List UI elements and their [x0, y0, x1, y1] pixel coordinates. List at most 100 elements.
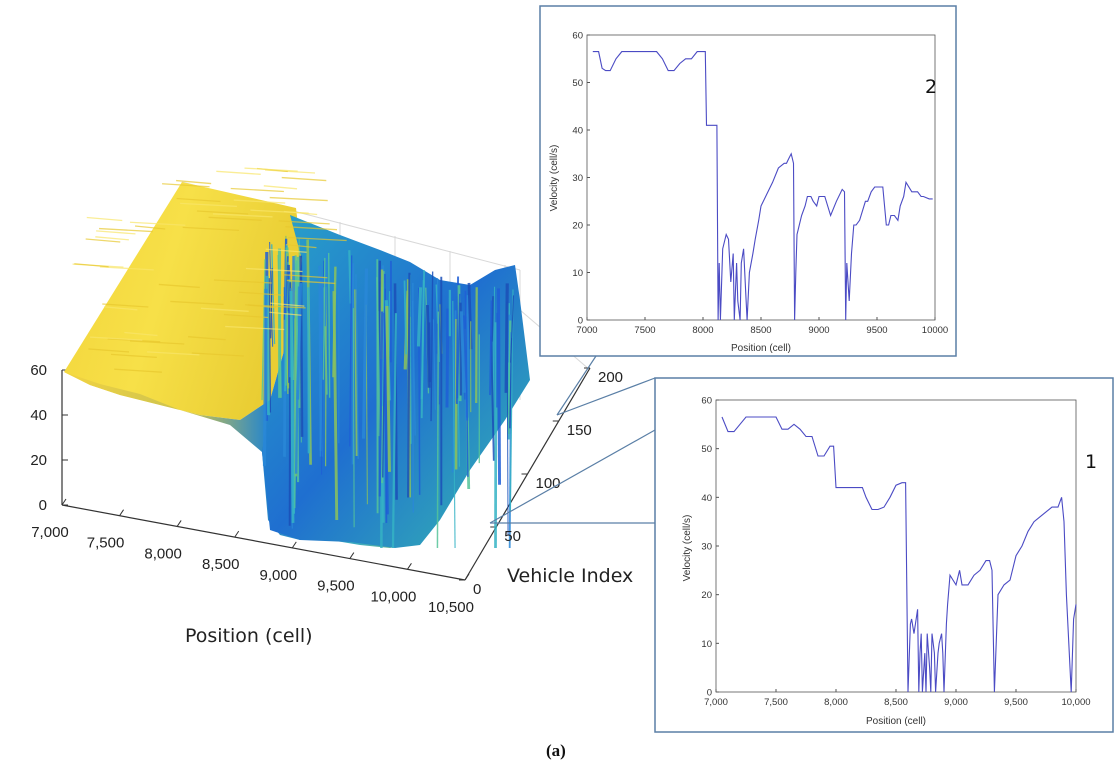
surface-streak [384, 273, 388, 523]
surface-streak [456, 293, 461, 399]
y-tick-label: 100 [536, 475, 561, 492]
x-tick [407, 563, 412, 570]
y-tick-label: 50 [572, 78, 583, 89]
x-tick-label: 7,000 [704, 697, 728, 708]
y-tick-label: 30 [572, 173, 583, 184]
y-tick-label: 50 [701, 444, 712, 455]
surface-streak [281, 176, 327, 182]
surface-streak [497, 288, 502, 485]
z-tick-label: 40 [30, 407, 47, 424]
surface-streak [490, 336, 495, 461]
surface-streak [85, 238, 121, 243]
surface-streak [104, 306, 138, 311]
x-tick [119, 509, 124, 516]
surface-streak [216, 170, 261, 175]
x-tick [234, 530, 240, 538]
y-axis-title: Vehicle Index [507, 565, 633, 587]
x-tick-label: 7,500 [764, 697, 788, 708]
y-tick-label: 20 [701, 590, 712, 601]
y-tick-label: 50 [504, 528, 521, 545]
inset-1-velocity-line [721, 416, 1077, 693]
x-tick-label: 8,500 [202, 556, 240, 573]
surface-streak [176, 197, 221, 203]
surface-streak [213, 279, 272, 284]
surface-streak [208, 216, 262, 221]
x-axis-title: Position (cell) [185, 625, 313, 647]
surface-streak [354, 289, 359, 457]
surface-streak [420, 280, 425, 419]
y-tick-label: 60 [572, 31, 583, 42]
surface-streak [385, 305, 391, 472]
surface-streak [96, 230, 136, 235]
surface-streak [407, 272, 411, 498]
surface-streak [200, 307, 249, 312]
x-tick-label: 7,500 [87, 535, 125, 552]
surface-streak [282, 274, 328, 279]
surface-streak [238, 291, 284, 296]
surface-streak [263, 185, 298, 190]
surface-streaks [72, 167, 515, 549]
surface-streak [378, 311, 384, 497]
z-tick-label: 0 [39, 497, 47, 514]
surface-streak [124, 331, 158, 337]
surface-streak [245, 304, 277, 309]
x-tick-label: 10,000 [370, 588, 416, 605]
x-tick-marks [61, 498, 470, 581]
surface-streak [355, 274, 359, 459]
surface-streak [245, 267, 303, 273]
surface-streak [265, 248, 307, 253]
inset-1-ylabel: Velocity (cell/s) [682, 515, 693, 582]
y-tick-label: 150 [567, 422, 592, 439]
surface-streak [88, 348, 130, 353]
y-tick-label: 0 [473, 581, 481, 598]
inset-2: 7000 7500 8000 8500 9000 9500 10000 0 10 20 30 40 50… [539, 5, 957, 357]
surface-streak [327, 252, 331, 398]
surface-streak [430, 271, 434, 422]
inset-2-tag: 2 [925, 76, 937, 98]
x-tick-label: 9000 [808, 325, 829, 336]
surface-streak [291, 255, 296, 319]
surface-streak [445, 308, 450, 408]
surface-streak [269, 302, 305, 307]
surface-streak [86, 216, 123, 222]
inset-2-xlabel: Position (cell) [731, 343, 791, 354]
surface-streak [361, 268, 369, 439]
surface-streak [233, 199, 286, 204]
y-tick-label: 40 [701, 493, 712, 504]
x-tick-label: 10,500 [428, 599, 474, 616]
surface-streak [436, 311, 440, 549]
surface-streak [225, 325, 285, 331]
surface-streak [162, 183, 210, 188]
surface-streak [99, 266, 154, 271]
surface-streak [188, 336, 226, 341]
surface-streak [504, 283, 509, 393]
surface-streak [269, 311, 302, 316]
surface-streak [134, 225, 166, 230]
y-tick-label: 0 [707, 688, 712, 699]
y-tick-label: 10 [701, 639, 712, 650]
surface-streak [176, 179, 212, 185]
surface-streak [296, 282, 303, 400]
surface-streak [464, 290, 469, 477]
z-tick-label: 60 [30, 362, 47, 379]
y-tick-label: 200 [598, 369, 623, 386]
x-tick-label: 8000 [692, 325, 713, 336]
surface-streak [191, 352, 244, 357]
surface-streak [285, 226, 338, 231]
surface-streak [244, 167, 298, 172]
surface-streak [307, 287, 311, 454]
surface-streak [269, 196, 328, 202]
callout-connectors [489, 355, 656, 524]
x-tick [61, 498, 67, 506]
x-tick [464, 573, 470, 581]
surface-streak [223, 313, 269, 319]
surface-streak [114, 368, 162, 373]
surface-streak [432, 319, 436, 410]
surface-streak [286, 279, 336, 285]
x-tick-label: 7,000 [31, 524, 69, 541]
surface-streak [319, 276, 324, 452]
x-tick-labels: 7,000 7,500 8,000 8,500 9,000 9,500 10,000 10,5… [31, 524, 474, 616]
surface-plot-axes [61, 181, 591, 581]
surface-streak [510, 295, 515, 363]
